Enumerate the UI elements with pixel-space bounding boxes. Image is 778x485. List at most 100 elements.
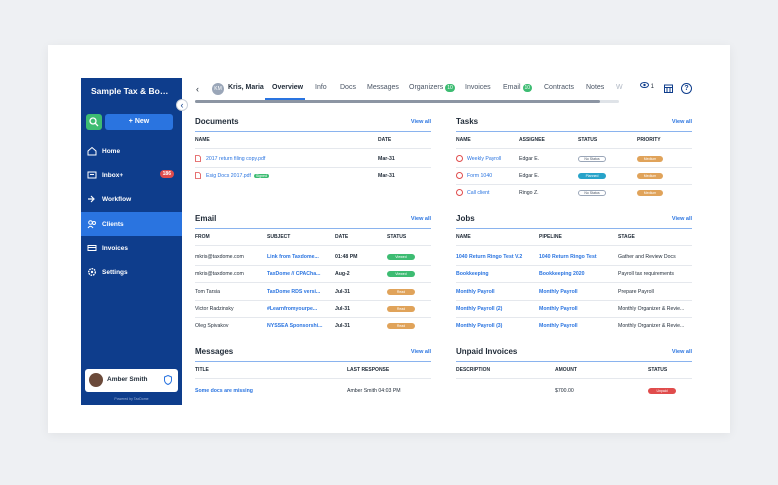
overdue-alert-icon — [456, 155, 463, 162]
sidebar-item-label: Inbox+ — [102, 171, 124, 179]
document-name-link[interactable]: 2017 return filing copy.pdf — [206, 156, 266, 162]
sidebar-item-label: Workflow — [102, 195, 132, 203]
divider — [195, 265, 431, 266]
user-name: Amber Smith — [107, 376, 148, 383]
tasks-panel: Tasks View all NAME ASSIGNEE STATUS PRIO… — [456, 117, 692, 202]
column-header: NAME — [195, 137, 210, 143]
job-name-link[interactable]: Monthly Payroll (2) — [456, 306, 503, 312]
divider — [195, 148, 431, 149]
tasks-view-all-link[interactable]: View all — [671, 119, 692, 125]
tab-overview[interactable]: Overview — [272, 84, 304, 91]
job-name-link[interactable]: Bookkeeping — [456, 271, 489, 277]
pdf-file-icon — [195, 155, 201, 162]
tab-invoices[interactable]: Invoices — [465, 84, 491, 91]
sidebar-item-clients[interactable]: Clients — [81, 212, 182, 236]
divider — [456, 131, 692, 132]
sidebar-item-label: Clients — [102, 220, 124, 228]
sidebar-item-invoices[interactable]: Invoices — [81, 236, 182, 260]
column-header: SUBJECT — [267, 234, 291, 240]
document-name-link[interactable]: Esig Docs 2017.pdf Signed — [206, 173, 366, 179]
active-tab-indicator — [265, 98, 305, 100]
task-assignee: Edgar E. — [519, 173, 540, 179]
column-header: FROM — [195, 234, 210, 240]
sidebar-item-home[interactable]: Home — [81, 139, 182, 163]
task-name-link[interactable]: Call client — [467, 190, 490, 196]
tab-overflow[interactable]: W — [616, 84, 623, 91]
avatar — [89, 373, 103, 387]
tasks-title: Tasks — [456, 117, 479, 126]
email-status-badge: Read — [387, 323, 415, 329]
task-assignee: Ringo Z. — [519, 190, 539, 196]
email-subject-link[interactable]: #Learnfromyourpe... — [267, 306, 318, 312]
divider — [195, 167, 431, 168]
unpaid-invoices-view-all-link[interactable]: View all — [671, 349, 692, 355]
collapse-sidebar-icon[interactable]: ‹ — [176, 99, 188, 111]
back-chevron-icon[interactable]: ‹ — [196, 84, 199, 94]
job-name-link[interactable]: 1040 Return Ringo Test V.2 — [456, 254, 523, 260]
column-header: DATE — [378, 137, 392, 143]
column-header: DATE — [335, 234, 349, 240]
job-pipeline-link[interactable]: Monthly Payroll — [539, 289, 578, 295]
message-last-response: Amber Smith 04:03 PM — [347, 388, 401, 394]
watchers-indicator[interactable]: 1 — [640, 82, 654, 90]
sidebar-item-inbox[interactable]: Inbox+ 186 — [81, 163, 182, 187]
job-pipeline-link[interactable]: Bookkeeping 2020 — [539, 271, 585, 277]
tabs-scrollbar-thumb[interactable] — [195, 100, 600, 103]
column-header: AMOUNT — [555, 367, 577, 373]
user-card[interactable]: Amber Smith — [85, 369, 178, 392]
email-subject-link[interactable]: TaxDome // CPACha... — [267, 271, 321, 277]
message-title-link[interactable]: Some docs are missing — [195, 388, 253, 394]
sidebar-item-settings[interactable]: Settings — [81, 260, 182, 284]
email-subject-link[interactable]: NYSSEA Sponsorshi... — [267, 323, 323, 329]
divider — [456, 378, 692, 379]
job-pipeline-link[interactable]: Monthly Payroll — [539, 306, 578, 312]
invoice-status-badge: Unpaid — [648, 388, 676, 394]
jobs-view-all-link[interactable]: View all — [671, 216, 692, 222]
divider — [195, 245, 431, 246]
email-from: mkris@taxdome.com — [195, 271, 244, 277]
shield-icon[interactable] — [164, 375, 172, 385]
overdue-alert-icon — [456, 189, 463, 196]
divider — [456, 167, 692, 168]
tab-contracts[interactable]: Contracts — [544, 84, 574, 91]
job-name-link[interactable]: Monthly Payroll (3) — [456, 323, 503, 329]
documents-view-all-link[interactable]: View all — [410, 119, 431, 125]
tab-label: Organizers — [409, 84, 444, 91]
email-subject-link[interactable]: Link from Taxdome... — [267, 254, 319, 260]
documents-panel: Documents View all NAME DATE 2017 return… — [195, 117, 431, 187]
search-button[interactable] — [86, 114, 102, 130]
email-status-badge: Read — [387, 306, 415, 312]
divider — [456, 245, 692, 246]
job-name-link[interactable]: Monthly Payroll — [456, 289, 495, 295]
tab-messages[interactable]: Messages — [367, 84, 399, 91]
email-view-all-link[interactable]: View all — [410, 216, 431, 222]
job-stage: Gather and Review Docs — [618, 254, 676, 260]
email-from: mkris@taxdome.com — [195, 254, 244, 260]
divider — [456, 282, 692, 283]
calendar-icon[interactable] — [664, 84, 673, 93]
sidebar-item-workflow[interactable]: Workflow — [81, 187, 182, 211]
task-status-badge: No Status — [578, 190, 606, 196]
column-header: PRIORITY — [637, 137, 661, 143]
firm-name[interactable]: Sample Tax & Bookke... — [91, 86, 173, 96]
column-header: TITLE — [195, 367, 209, 373]
column-header: PIPELINE — [539, 234, 562, 240]
tab-organizers[interactable]: Organizers 10 — [409, 84, 455, 92]
task-name-link[interactable]: Weekly Payroll — [467, 156, 502, 162]
help-icon[interactable]: ? — [681, 83, 692, 94]
job-pipeline-link[interactable]: 1040 Return Ringo Test — [539, 254, 597, 260]
jobs-title: Jobs — [456, 214, 475, 223]
tab-docs[interactable]: Docs — [340, 84, 356, 91]
job-stage: Monthly Organizer & Revie... — [618, 323, 685, 329]
tab-info[interactable]: Info — [315, 84, 327, 91]
tab-notes[interactable]: Notes — [586, 84, 605, 91]
email-subject-link[interactable]: TaxDome RDS versi... — [267, 289, 321, 295]
column-header: ASSIGNEE — [519, 137, 545, 143]
new-button[interactable]: + New — [105, 114, 173, 130]
task-priority-badge: Medium — [637, 190, 663, 196]
tab-email[interactable]: Email 10 — [503, 84, 533, 92]
task-name-link[interactable]: Form 1040 — [467, 173, 493, 179]
job-pipeline-link[interactable]: Monthly Payroll — [539, 323, 578, 329]
messages-view-all-link[interactable]: View all — [410, 349, 431, 355]
divider — [195, 300, 431, 301]
